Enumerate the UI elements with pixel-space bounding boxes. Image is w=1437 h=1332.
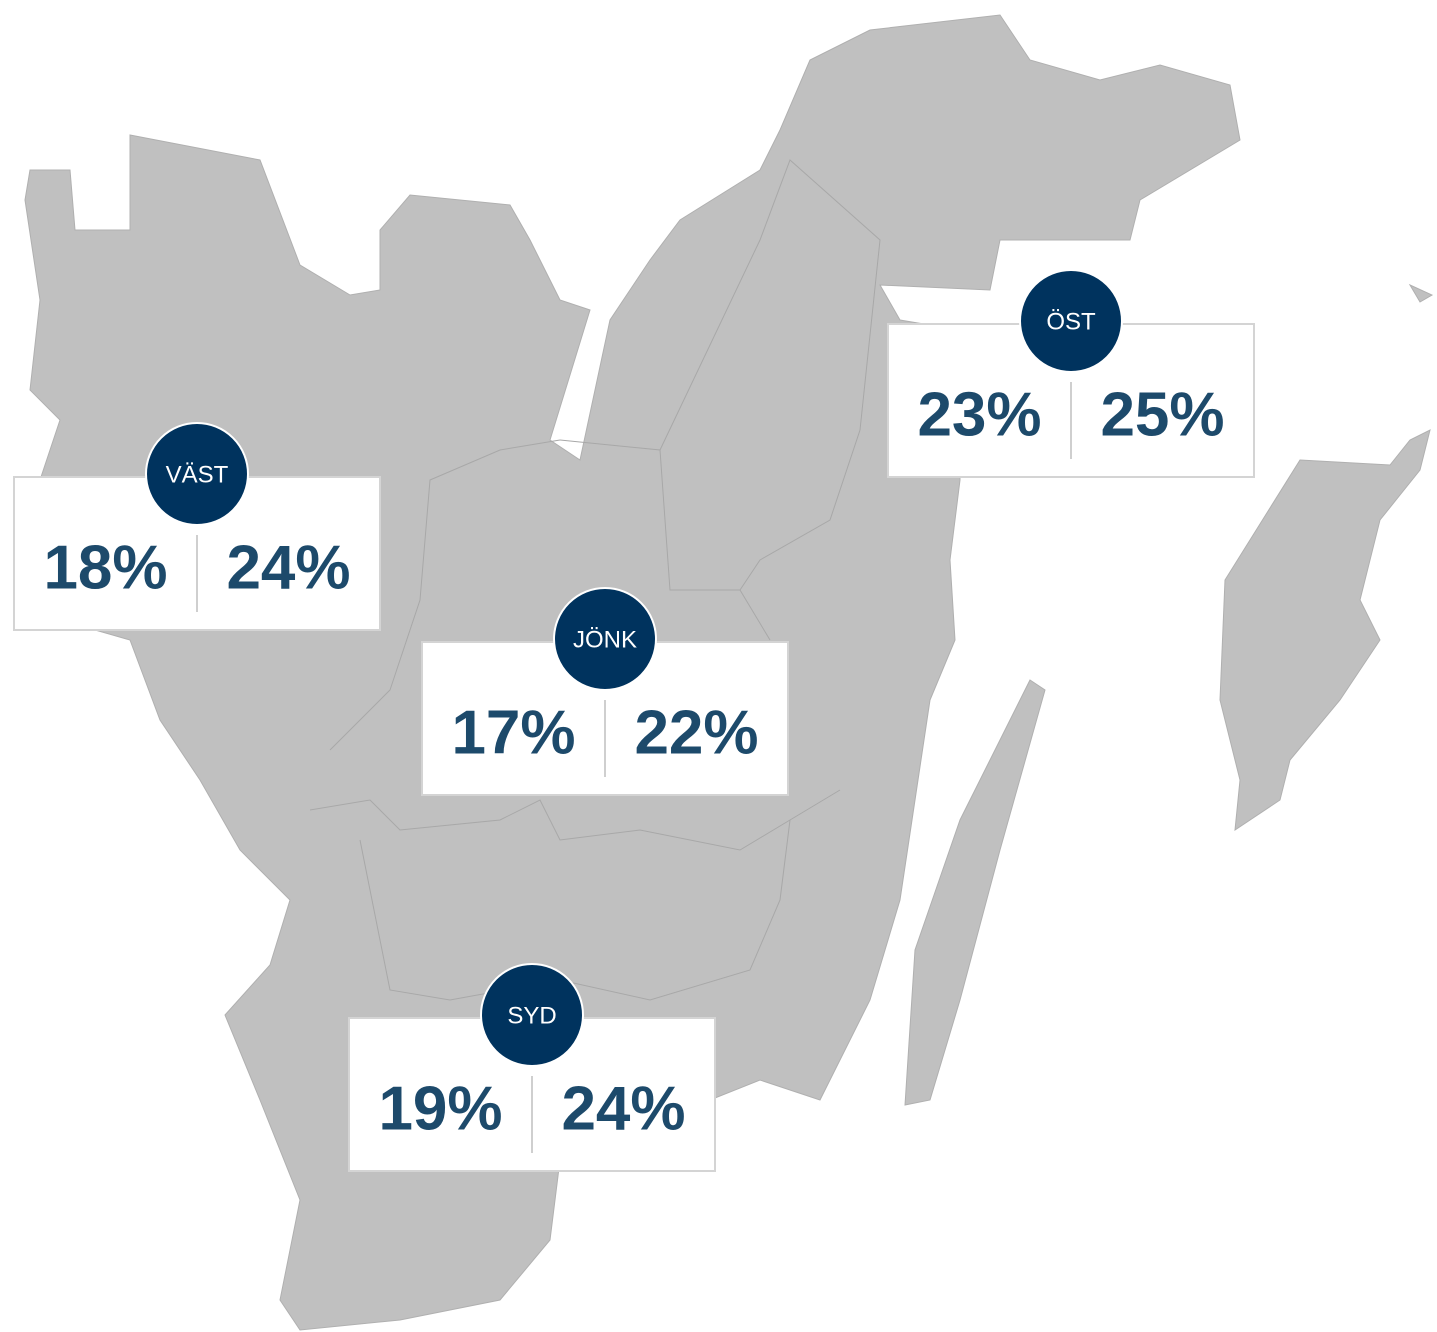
region-value: 18%: [43, 533, 167, 602]
region-value: 24%: [561, 1074, 685, 1143]
region-value: 24%: [226, 533, 350, 602]
region-name: JÖNK: [573, 626, 637, 653]
region-badge: [553, 587, 657, 691]
region-name: VÄST: [166, 461, 229, 488]
region-badge: [480, 963, 584, 1067]
border: [659, 159, 881, 591]
region-badge: [1019, 269, 1123, 373]
border: [359, 789, 841, 1001]
gotland: [1219, 429, 1431, 832]
region-name: ÖST: [1046, 308, 1096, 335]
border: [329, 439, 561, 751]
region-callout: 19% 24% SYD: [348, 963, 716, 1172]
islet: [1408, 283, 1434, 303]
region-callout: 17% 22% JÖNK: [421, 587, 789, 796]
region-value: 17%: [451, 698, 575, 767]
region-value: 23%: [917, 380, 1041, 449]
region-badge: [145, 422, 249, 526]
borders: [309, 159, 881, 1001]
oland: [904, 679, 1046, 1106]
region-callout: 23% 25% ÖST: [887, 269, 1255, 478]
border: [309, 799, 791, 851]
region-name: SYD: [507, 1002, 556, 1029]
border: [559, 439, 771, 641]
region-value: 19%: [378, 1074, 502, 1143]
region-value: 25%: [1100, 380, 1224, 449]
region-value: 22%: [634, 698, 758, 767]
region-callout: 18% 24% VÄST: [13, 422, 381, 631]
